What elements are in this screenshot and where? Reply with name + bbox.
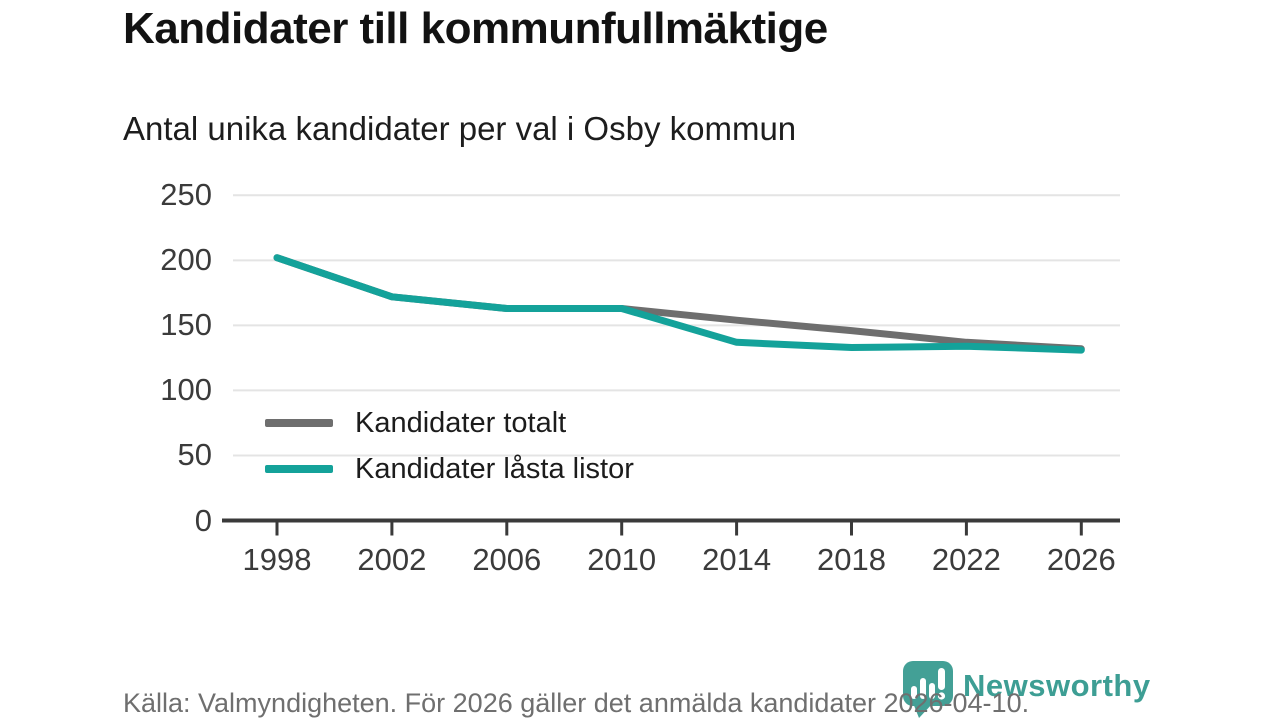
legend-label-locked-lists: Kandidater låsta listor	[355, 452, 634, 485]
chart-legend: Kandidater totalt Kandidater låsta listo…	[265, 400, 634, 492]
x-axis-label: 2014	[702, 542, 772, 577]
y-axis-label: 150	[160, 307, 212, 343]
legend-swatch-locked-lists	[265, 465, 333, 473]
source-note: Källa: Valmyndigheten. För 2026 gäller d…	[123, 688, 1030, 718]
chart-subtitle: Antal unika kandidater per val i Osby ko…	[123, 110, 797, 147]
legend-item-total: Kandidater totalt	[265, 400, 634, 446]
chart-title: Kandidater till kommunfullmäktige	[123, 4, 828, 53]
newsworthy-wordmark: Newsworthy	[963, 668, 1151, 703]
newsworthy-logo: Newsworthy	[902, 659, 1151, 719]
y-axis-label: 0	[194, 502, 212, 538]
legend-item-locked-lists: Kandidater låsta listor	[265, 446, 634, 492]
x-axis-label: 1998	[242, 542, 312, 577]
y-axis-label: 200	[160, 242, 212, 278]
x-axis-label: 2026	[1046, 542, 1116, 577]
newsworthy-icon	[903, 661, 953, 718]
x-axis-label: 2006	[472, 542, 542, 577]
legend-label-total: Kandidater totalt	[355, 406, 567, 439]
x-axis-label: 2002	[357, 542, 427, 577]
x-axis-label: 2010	[587, 542, 657, 577]
legend-swatch-total	[265, 419, 333, 427]
y-axis-label: 250	[160, 177, 212, 213]
y-axis-label: 100	[160, 372, 212, 408]
x-axis-label: 2022	[931, 542, 1001, 577]
y-axis-label: 50	[177, 437, 212, 473]
x-axis-label: 2018	[817, 542, 886, 577]
